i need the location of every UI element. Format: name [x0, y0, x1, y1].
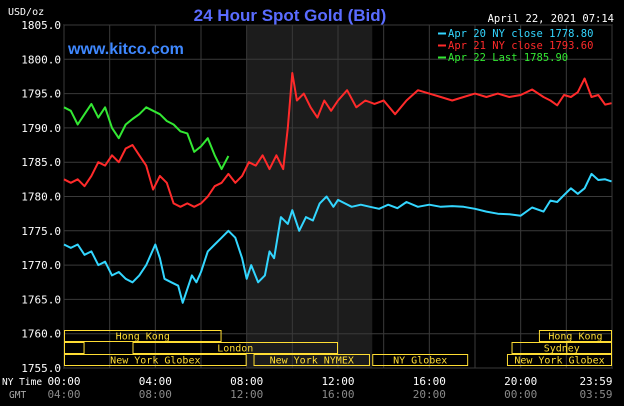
x-tick-label-gmt: 16:00 [321, 388, 354, 401]
market-session-box [506, 354, 613, 366]
market-session-box [253, 354, 370, 366]
x-tick-label-ny: 20:00 [504, 375, 537, 388]
ny-time-row-label: NY Time [2, 377, 42, 388]
y-tick-label: 1755.0 [21, 362, 61, 375]
grid-group [63, 24, 613, 369]
market-session-label: New York Globex [110, 356, 200, 367]
timestamp-label: April 22, 2021 07:14 [488, 13, 614, 25]
x-tick-label-gmt: 20:00 [413, 388, 446, 401]
gmt-row-label: GMT [9, 390, 26, 401]
x-tick-label-gmt: 04:00 [47, 388, 80, 401]
y-tick-labels: 1805.0 1800.0 1795.0 1790.0 1785.0 1780.0 1775… [21, 19, 61, 375]
market-session-box [64, 342, 85, 354]
y-tick-label: 1775.0 [21, 225, 61, 238]
y-unit-label: USD/oz [8, 7, 44, 18]
y-tick-label: 1770.0 [21, 259, 61, 272]
series-line-apr-22 [63, 102, 230, 171]
x-tick-label-ny: 12:00 [321, 375, 354, 388]
y-tick-label: 1765.0 [21, 293, 61, 306]
chart-title: 24 Hour Spot Gold (Bid) [194, 6, 387, 25]
market-session-box [538, 330, 613, 342]
y-tick-label: 1780.0 [21, 191, 61, 204]
market-session-box [511, 342, 612, 354]
y-tick-label: 1790.0 [21, 122, 61, 135]
x-tick-label-ny: 23:59 [579, 375, 612, 388]
x-tick-label-gmt: 12:00 [230, 388, 263, 401]
legend-entry: Apr 21 NY close 1793.60 [448, 40, 593, 52]
x-tick-label-gmt: 08:00 [139, 388, 172, 401]
y-tick-label: 1760.0 [21, 328, 61, 341]
market-session-label: Sydney [544, 344, 580, 355]
legend-entry: Apr 20 NY close 1778.80 [448, 28, 593, 40]
x-tick-label-gmt: 03:59 [579, 388, 612, 401]
x-tick-label-ny: 00:00 [47, 375, 80, 388]
market-session-box [64, 330, 222, 342]
legend-entry: Apr 22 Last 1785.90 [448, 52, 568, 64]
y-tick-label: 1805.0 [21, 19, 61, 32]
x-tick-label-ny: 16:00 [413, 375, 446, 388]
market-session-box [372, 354, 469, 366]
y-tick-label: 1800.0 [21, 53, 61, 66]
market-session-label: NY Globex [393, 356, 447, 367]
y-tick-label: 1795.0 [21, 88, 61, 101]
x-tick-label-ny: 08:00 [230, 375, 263, 388]
x-tick-label-ny: 04:00 [139, 375, 172, 388]
market-session-label: Hong Kong [116, 332, 170, 343]
market-session-label: New York Globex [514, 356, 604, 367]
series-group [63, 72, 612, 304]
series-line-apr-20 [63, 172, 612, 304]
x-tick-label-gmt: 00:00 [504, 388, 537, 401]
market-session-label: Hong Kong [548, 332, 602, 343]
y-tick-label: 1785.0 [21, 156, 61, 169]
website-label: www.kitco.com [67, 41, 184, 58]
series-line-apr-21 [63, 72, 612, 208]
market-session-label: New York NYMEX [270, 356, 354, 367]
market-session-box [132, 342, 338, 354]
x-tick-labels: 00:00 04:00 08:00 12:00 16:00 20:00 23:5904:00… [47, 375, 612, 401]
market-session-label: London [217, 344, 253, 355]
market-session-box [64, 354, 247, 366]
